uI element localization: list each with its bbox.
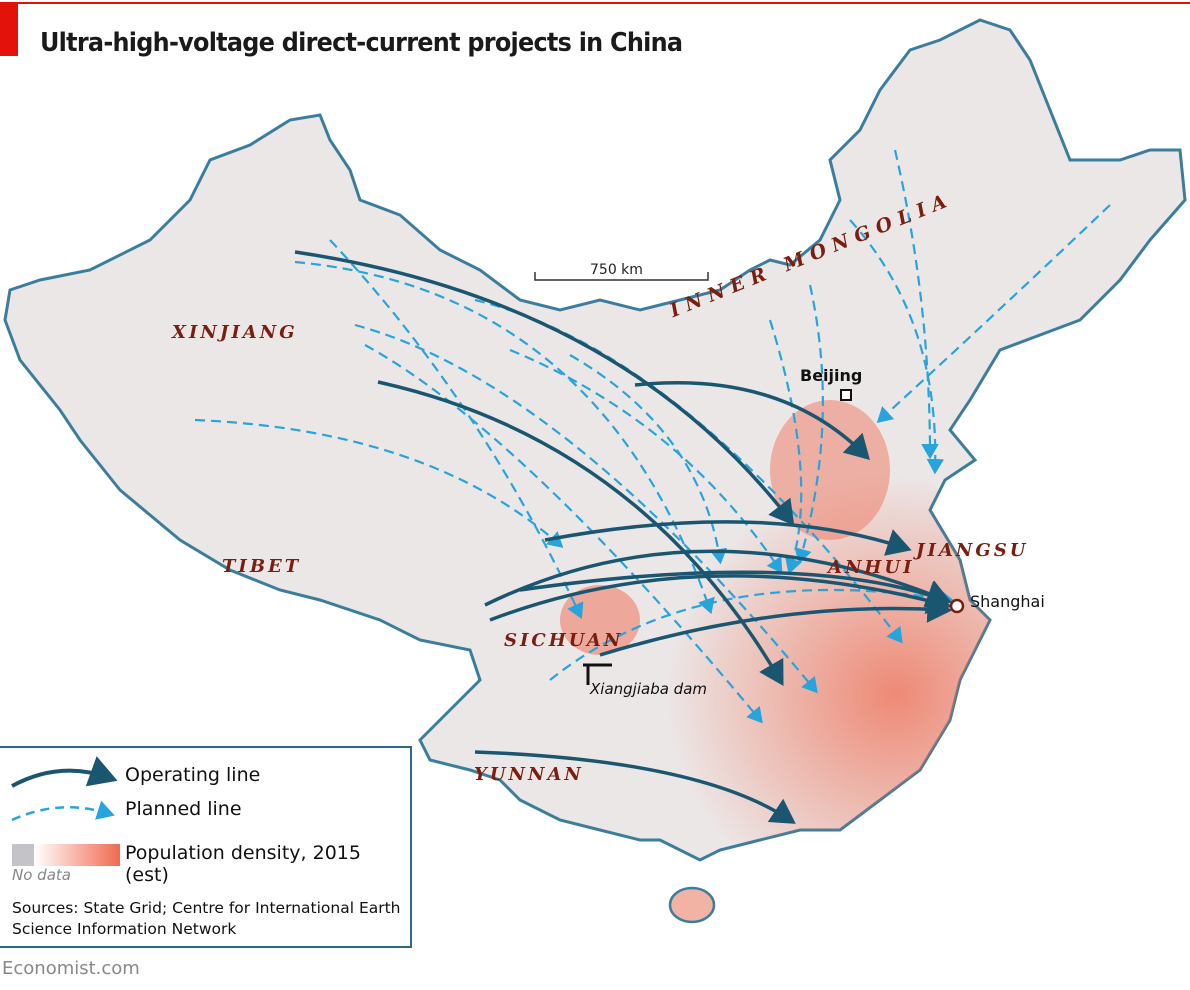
hainan-island (668, 886, 716, 924)
page-title: Ultra-high-voltage direct-current projec… (40, 28, 683, 58)
legend-population: Population density, 2015 (est) (125, 842, 361, 886)
region-tibet: TIBET (222, 556, 302, 577)
planned-line (768, 319, 803, 575)
planned-line-swatch (11, 800, 115, 822)
operating-line (599, 594, 952, 657)
planned-line (876, 204, 1111, 423)
legend-swatches (11, 756, 120, 866)
scale-bar (534, 272, 709, 281)
operating-line (294, 250, 795, 526)
planned-line (893, 149, 939, 460)
scale-label: 750 km (590, 262, 643, 278)
operating-line (484, 549, 952, 607)
operating-line-swatch (11, 756, 118, 788)
planned-line (354, 323, 818, 694)
region-jiangsu: JIANGSU (916, 540, 1029, 561)
operating-line (377, 380, 784, 687)
city-shanghai: Shanghai (970, 592, 1045, 611)
operating-line (474, 750, 796, 824)
planned-line (474, 298, 903, 644)
density-swatch (34, 844, 120, 866)
planned-line (329, 239, 584, 619)
legend-planned: Planned line (125, 798, 242, 820)
xiangjiaba-dam-marker (583, 663, 612, 685)
planned-line (364, 344, 763, 724)
planned-line (569, 354, 728, 565)
operating-line (489, 574, 952, 622)
operating-line (519, 570, 952, 608)
beijing-marker (840, 389, 852, 401)
shanghai-marker (949, 598, 965, 614)
legend: Operating line Planned line Population d… (0, 746, 412, 948)
planned-line (194, 418, 564, 548)
region-sichuan: SICHUAN (504, 630, 624, 651)
planned-line (294, 260, 715, 615)
no-data-swatch (12, 844, 34, 866)
dam-label: Xiangjiaba dam (590, 680, 707, 698)
credit: Economist.com (2, 958, 140, 979)
planned-line (509, 348, 783, 574)
planned-line (849, 219, 945, 475)
legend-operating: Operating line (125, 764, 261, 786)
operating-line (634, 381, 870, 460)
sources: Sources: State Grid; Centre for Internat… (12, 899, 401, 938)
region-yunnan: YUNNAN (474, 764, 584, 785)
accent-tag (0, 4, 18, 56)
transmission-lines (194, 149, 1111, 824)
region-anhui: ANHUI (828, 557, 915, 578)
region-xinjiang: XINJIANG (172, 322, 298, 343)
legend-no-data: No data (12, 866, 71, 884)
top-rule (0, 2, 1190, 4)
operating-line (544, 520, 912, 556)
city-beijing: Beijing (800, 366, 863, 385)
